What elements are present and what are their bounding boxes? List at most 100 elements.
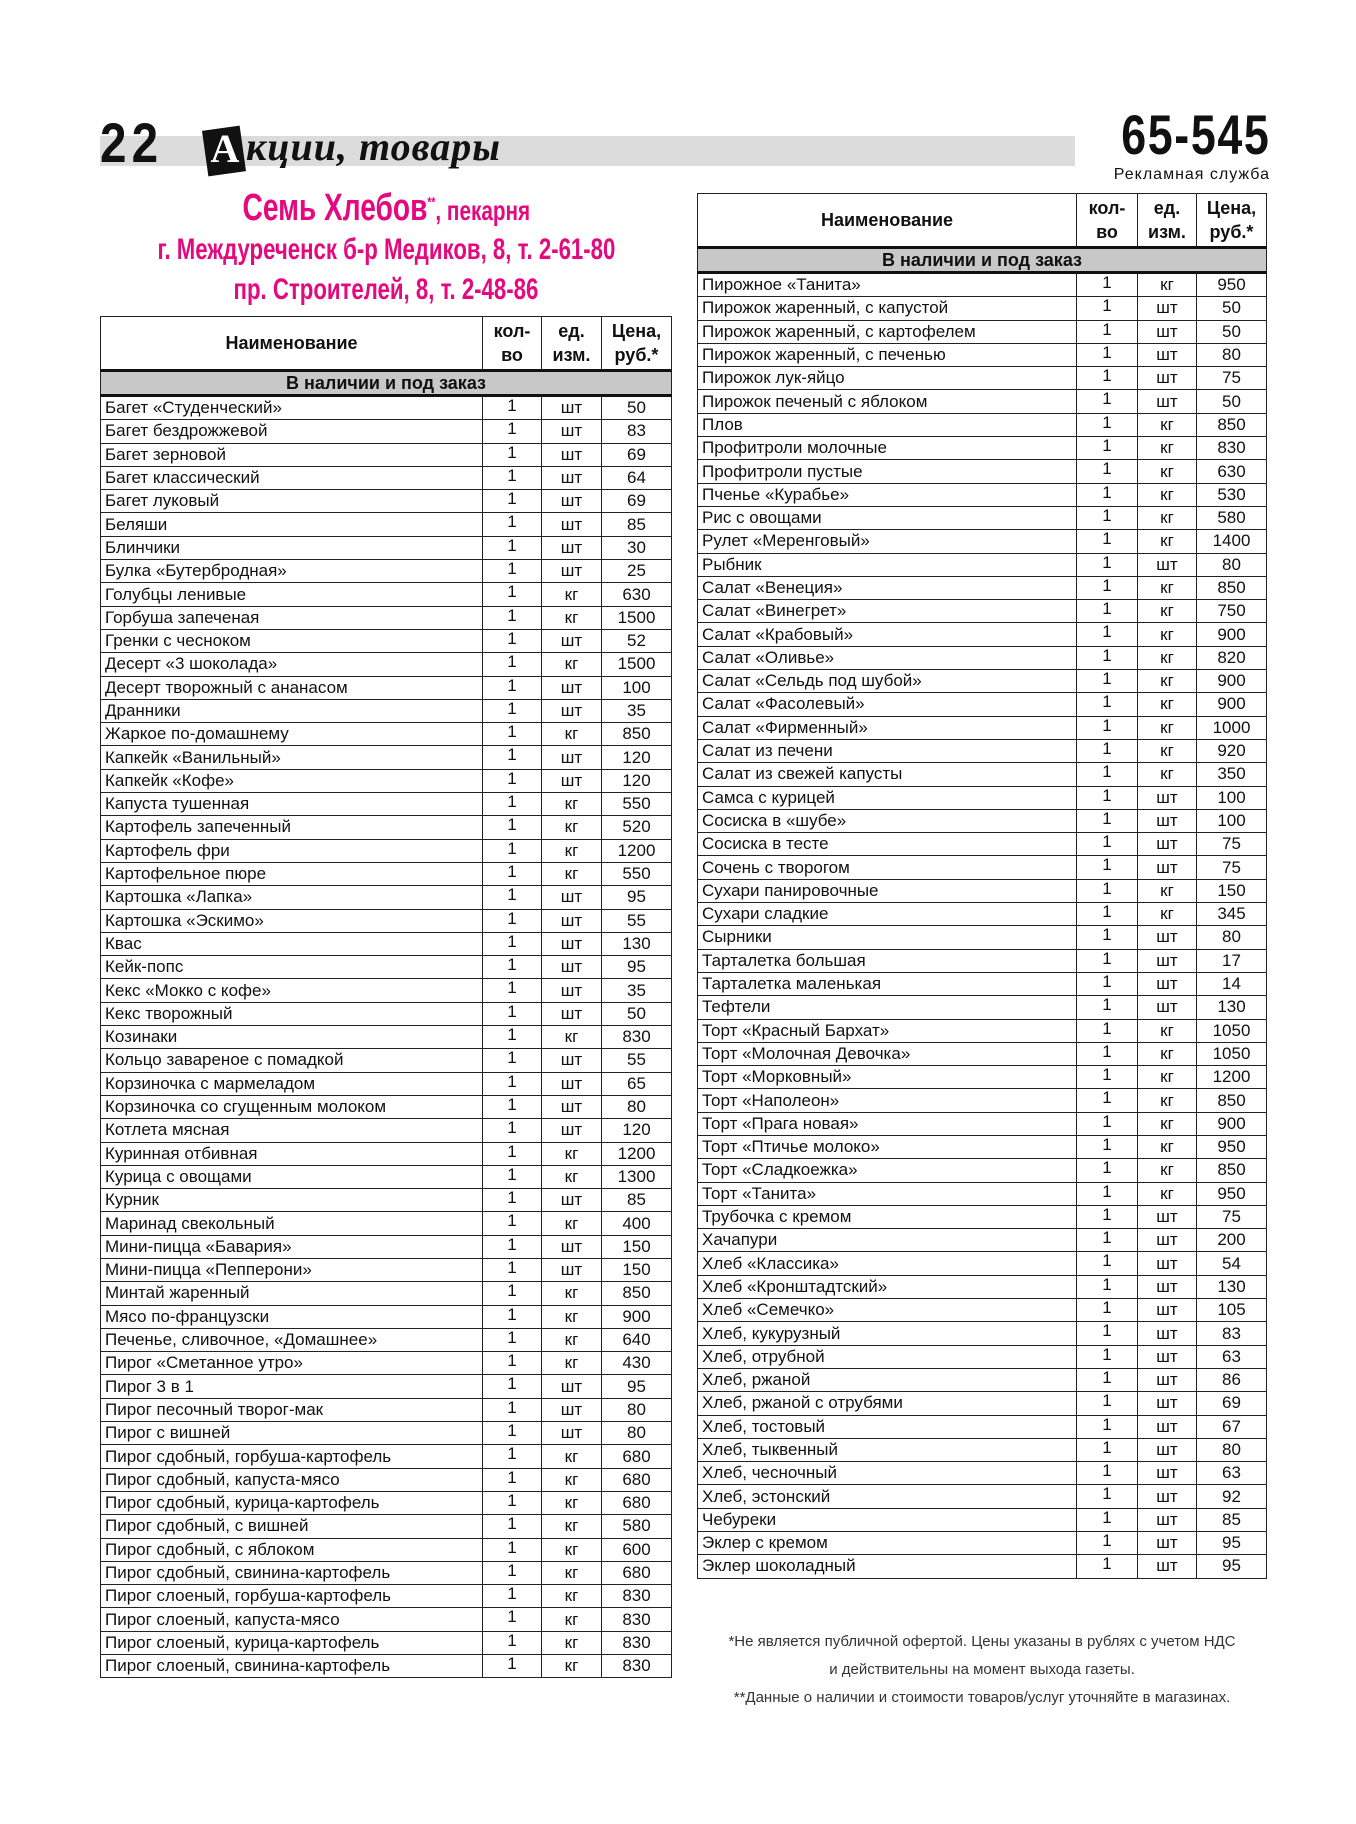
- item-price: 52: [601, 628, 672, 654]
- item-price: 25: [601, 559, 672, 584]
- item-qty: 1: [1076, 808, 1138, 834]
- item-unit: кг: [541, 1351, 602, 1376]
- item-qty: 1: [482, 1094, 542, 1120]
- item-name: Кекс «Мокко с кофе»: [100, 978, 483, 1003]
- item-name: Куринная отбивная: [100, 1141, 483, 1166]
- item-name: Пирог с вишней: [100, 1421, 483, 1446]
- item-price: 900: [1196, 669, 1267, 694]
- item-price: 950: [1196, 1134, 1267, 1160]
- item-name: Салат «Крабовый»: [697, 622, 1077, 647]
- item-name: Профитроли пустые: [697, 459, 1077, 484]
- item-qty: 1: [482, 722, 542, 747]
- item-price: 75: [1196, 366, 1267, 391]
- item-qty: 1: [482, 1164, 542, 1190]
- item-qty: 1: [1076, 1041, 1138, 1067]
- ad-service-caption: Рекламная служба: [1113, 166, 1270, 183]
- item-name: Пирожок жаренный, с капустой: [697, 296, 1077, 321]
- item-qty: 1: [482, 1490, 542, 1516]
- item-name: Кольцо завареное с помадкой: [100, 1048, 483, 1073]
- item-qty: 1: [1076, 1181, 1138, 1206]
- item-qty: 1: [1076, 995, 1138, 1020]
- item-name: Хлеб, ржаной с отрубями: [697, 1391, 1077, 1416]
- item-name: Кекс творожный: [100, 1001, 483, 1027]
- table-row: Торт «Морковный» 1 кг 1200: [697, 1065, 1267, 1090]
- qty-label-1: кол-: [493, 321, 531, 341]
- shop-address-2: пр. Строителей, 8, т. 2-48-86: [233, 273, 539, 306]
- item-unit: кг: [1137, 738, 1197, 764]
- item-name: Десерт «3 шоколада»: [100, 652, 483, 677]
- item-name: Маринад свекольный: [100, 1211, 483, 1236]
- table-row: Квас 1 шт 130: [100, 931, 672, 957]
- item-unit: шт: [1137, 1228, 1197, 1253]
- table-row: Пирог «Сметанное утро» 1 кг 430: [100, 1351, 672, 1376]
- table-row: Рис с овощами 1 кг 580: [697, 505, 1267, 531]
- item-price: 75: [1196, 855, 1267, 880]
- item-price: 85: [601, 1188, 672, 1213]
- item-price: 530: [1196, 482, 1267, 507]
- item-qty: 1: [1076, 459, 1138, 484]
- item-unit: шт: [1137, 296, 1197, 321]
- item-price: 150: [601, 1234, 672, 1259]
- item-unit: кг: [1137, 436, 1197, 461]
- item-qty: 1: [482, 535, 542, 561]
- table-row: Багет зерновой 1 шт 69: [100, 442, 672, 467]
- item-price: 83: [601, 419, 672, 444]
- item-qty: 1: [482, 978, 542, 1003]
- item-qty: 1: [1076, 436, 1138, 461]
- item-price: 105: [1196, 1298, 1267, 1323]
- item-qty: 1: [482, 1327, 542, 1353]
- table-row: Сосиска в тесте 1 шт 75: [697, 832, 1267, 857]
- item-price: 1200: [601, 838, 672, 863]
- item-qty: 1: [482, 1188, 542, 1213]
- item-qty: 1: [482, 1630, 542, 1656]
- table-row: Сочень с творогом 1 шт 75: [697, 855, 1267, 880]
- table-row: Горбуша запеченая 1 кг 1500: [100, 605, 672, 630]
- item-price: 1200: [1196, 1065, 1267, 1090]
- table-row: Хлеб, отрубной 1 шт 63: [697, 1344, 1267, 1369]
- item-unit: кг: [541, 1141, 602, 1166]
- table-row: Корзиночка со сгущенным молоком 1 шт 80: [100, 1094, 672, 1120]
- item-price: 50: [1196, 319, 1267, 344]
- item-name: Картошка «Лапка»: [100, 885, 483, 910]
- item-price: 86: [1196, 1367, 1267, 1393]
- item-price: 120: [601, 768, 672, 794]
- item-unit: кг: [1137, 1065, 1197, 1090]
- item-unit: кг: [541, 1584, 602, 1609]
- table-row: Курник 1 шт 85: [100, 1188, 672, 1213]
- item-price: 950: [1196, 1181, 1267, 1206]
- item-qty: 1: [482, 1654, 542, 1679]
- item-unit: шт: [541, 559, 602, 584]
- item-name: Котлета мясная: [100, 1118, 483, 1143]
- item-qty: 1: [482, 1257, 542, 1283]
- item-unit: кг: [1137, 1158, 1197, 1183]
- item-unit: шт: [541, 489, 602, 514]
- item-unit: шт: [1137, 1484, 1197, 1509]
- item-price: 900: [1196, 1111, 1267, 1136]
- item-unit: кг: [1137, 271, 1197, 298]
- item-unit: кг: [1137, 1111, 1197, 1136]
- item-price: 80: [601, 1094, 672, 1120]
- item-name: Торт «Морковный»: [697, 1065, 1077, 1090]
- item-price: 1000: [1196, 715, 1267, 740]
- table-row: Тефтели 1 шт 130: [697, 995, 1267, 1020]
- item-name: Беляши: [100, 512, 483, 537]
- item-unit: кг: [541, 1327, 602, 1353]
- item-qty: 1: [482, 419, 542, 444]
- item-price: 900: [1196, 692, 1267, 717]
- item-qty: 1: [482, 1118, 542, 1143]
- item-price: 820: [1196, 645, 1267, 671]
- table-row: Эклер шоколадный 1 шт 95: [697, 1554, 1267, 1579]
- item-price: 120: [601, 745, 672, 770]
- item-price: 1400: [1196, 529, 1267, 554]
- table-row: Торт «Молочная Девочка» 1 кг 1050: [697, 1041, 1267, 1067]
- col-header-unit: ед. изм.: [541, 316, 602, 371]
- item-price: 830: [601, 1025, 672, 1050]
- item-qty: 1: [1076, 1274, 1138, 1300]
- item-name: Салат «Венеция»: [697, 575, 1077, 601]
- item-qty: 1: [482, 1374, 542, 1399]
- item-qty: 1: [1076, 271, 1138, 298]
- item-unit: шт: [1137, 1298, 1197, 1323]
- item-name: Пирог песочный творог-мак: [100, 1397, 483, 1423]
- item-unit: кг: [541, 1467, 602, 1492]
- item-name: Торт «Прага новая»: [697, 1111, 1077, 1136]
